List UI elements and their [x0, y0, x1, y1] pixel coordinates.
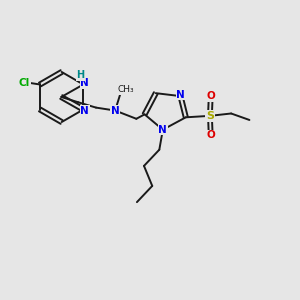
- Text: N: N: [111, 106, 119, 116]
- Text: N: N: [176, 90, 185, 100]
- Text: O: O: [206, 92, 215, 101]
- Text: CH₃: CH₃: [117, 85, 134, 94]
- Text: O: O: [206, 130, 215, 140]
- Text: N: N: [80, 106, 89, 116]
- Text: N: N: [158, 125, 167, 135]
- Text: S: S: [206, 111, 214, 121]
- Text: Cl: Cl: [19, 78, 30, 88]
- Text: N: N: [80, 78, 89, 88]
- Text: H: H: [76, 70, 85, 80]
